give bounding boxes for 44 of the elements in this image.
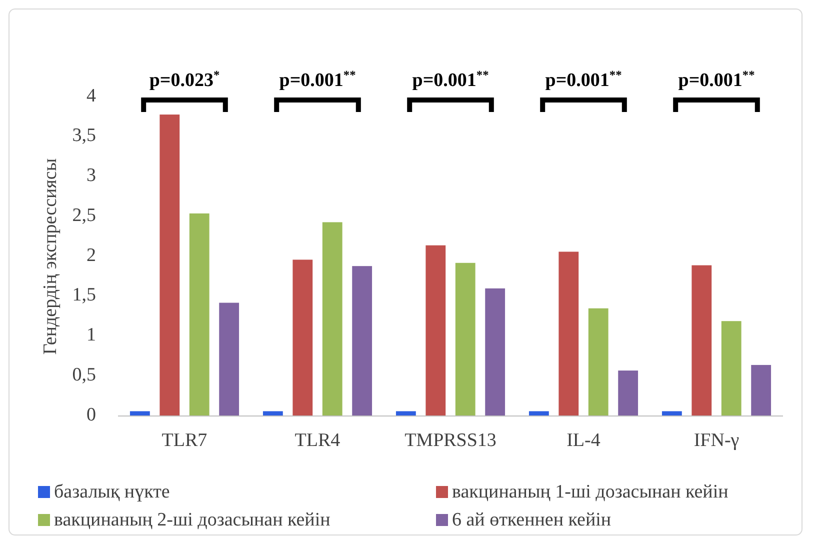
bar [219,302,240,416]
text: p=0.001$^{**}$ [678,68,755,91]
bar [485,288,506,416]
text: p=0.001$^{**}$ [412,68,489,91]
x-tick-label: IL-4 [566,430,601,451]
bar [588,308,608,416]
bar [262,411,283,416]
text: p=0.001$^{**}$ [545,68,622,91]
legend-label: вакцинаның 1-ші дозасынан кейін [452,481,728,502]
bar [692,265,712,416]
text: p=0.023$^{*}$ [149,68,220,91]
legend-label: 6 ай өткеннен кейін [452,509,612,530]
bar [352,266,372,416]
y-tick-label: 1,5 [72,284,96,306]
y-tick-label: 1 [86,324,96,346]
text: p=0.001$^{**}$ [279,68,356,91]
bar [558,252,579,416]
bar [426,245,446,416]
y-axis-title: Гендердің экспрессиясы [40,158,61,355]
bar [189,213,210,416]
bar [455,262,476,416]
x-tick-label: IFN-γ [694,430,740,451]
bar [396,411,416,416]
y-tick-label: 3,5 [72,125,96,146]
y-tick-label: 0,5 [72,364,96,386]
bar [130,411,150,416]
bar [528,411,549,416]
y-tick-label: 2,5 [72,204,96,226]
x-tick-label: TMPRSS13 [404,430,496,451]
bar [292,260,313,416]
legend-label: базалық нүкте [54,481,170,502]
bar [160,114,180,416]
bar [322,222,342,416]
y-tick-label: 2 [86,244,96,266]
y-tick-label: 3 [86,165,96,186]
bar [662,411,682,416]
x-tick-label: TLR4 [294,430,341,451]
legend-label: вакцинаның 2-ші дозасынан кейін [54,509,330,530]
y-tick-label: 0 [86,404,96,426]
y-tick-label: 4 [86,85,96,106]
x-tick-label: TLR7 [162,430,208,451]
bar [618,370,638,416]
bar [751,364,772,416]
bar [721,321,742,416]
